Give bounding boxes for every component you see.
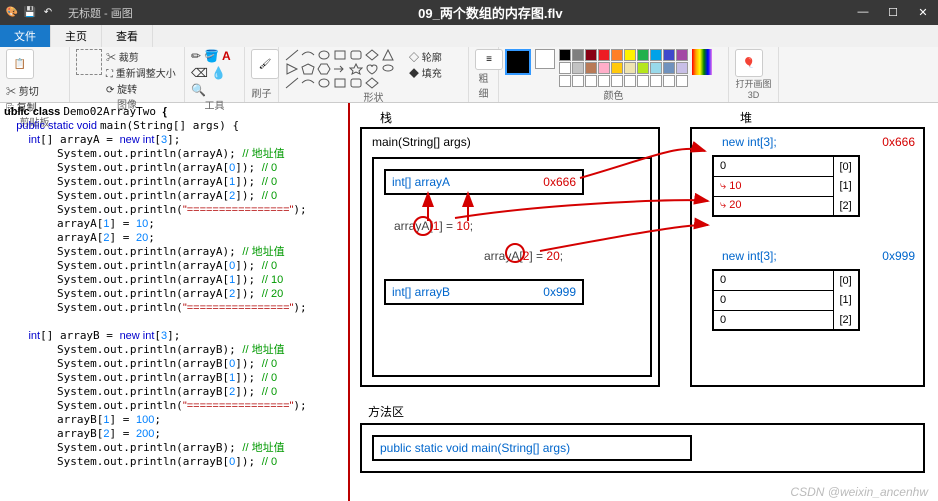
fill-tool-icon[interactable]: 🪣: [204, 49, 219, 63]
tab-file[interactable]: 文件: [0, 25, 51, 47]
zoom-tool-icon[interactable]: 🔍: [191, 83, 206, 97]
arrayA-slot: int[] arrayA 0x666: [384, 169, 584, 195]
arrayB-mem: 0[0] 0[1] 0[2]: [712, 269, 860, 331]
ribbon-tabs: 文件 主页 查看: [0, 25, 938, 47]
eraser-tool-icon[interactable]: ⌫: [191, 66, 208, 80]
pencil-tool-icon[interactable]: ✏: [191, 49, 201, 63]
brush-button[interactable]: 🖌: [251, 49, 279, 79]
color-palette[interactable]: [559, 49, 688, 87]
group-colors: 颜色: [505, 87, 722, 102]
cut-button[interactable]: ✂ 剪切: [6, 83, 39, 98]
fill-button[interactable]: ◆ 填充: [409, 65, 442, 80]
tab-view[interactable]: 查看: [102, 25, 153, 47]
tab-home[interactable]: 主页: [51, 25, 102, 47]
save-icon[interactable]: 💾: [22, 5, 38, 21]
code-editor: ublic class Demo02ArrayTwo { public stat…: [0, 103, 350, 501]
undo-icon[interactable]: ↶: [40, 5, 56, 21]
arrayA-mem: 0[0] ⤷ 10[1] ⤷ 20[2]: [712, 155, 860, 217]
edit-colors-button[interactable]: [692, 49, 712, 75]
close-button[interactable]: ✕: [908, 6, 938, 19]
assign1-text: arrayA[1] = 10;: [394, 219, 473, 233]
video-title: 09_两个数组的内存图.flv: [133, 3, 848, 22]
rotate-button[interactable]: ⟳ 旋转: [106, 81, 176, 96]
select-button[interactable]: [76, 49, 102, 75]
picker-tool-icon[interactable]: 💧: [211, 66, 226, 80]
paint3d-button[interactable]: 🎈: [735, 49, 763, 77]
crop-button[interactable]: ✂ 裁剪: [106, 49, 176, 64]
color1-button[interactable]: [505, 49, 531, 75]
paste-button[interactable]: 📋: [6, 49, 34, 79]
minimize-button[interactable]: —: [848, 6, 878, 19]
heap-label: 堆: [740, 109, 752, 126]
arrayB-slot: int[] arrayB 0x999: [384, 279, 584, 305]
method-sig: public static void main(String[] args): [372, 435, 692, 461]
assign2-text: arrayA[2] = 20;: [484, 249, 563, 263]
method-label: 方法区: [368, 403, 404, 420]
group-shapes: 形状: [285, 89, 462, 104]
stack-box: main(String[] args) int[] arrayA 0x666 a…: [360, 127, 660, 387]
shapes-gallery[interactable]: [285, 49, 405, 89]
diagram-canvas: 栈 main(String[] args) int[] arrayA 0x666…: [350, 103, 938, 501]
maximize-button[interactable]: ☐: [878, 6, 908, 19]
outline-button[interactable]: ◇ 轮廓: [409, 49, 442, 64]
title-bar: 🎨 💾 ↶ 无标题 - 画图 09_两个数组的内存图.flv — ☐ ✕: [0, 0, 938, 25]
method-box: public static void main(String[] args): [360, 423, 925, 473]
ribbon: 📋 ✂ 剪切 ⎘ 复制 剪贴板 ✂ 裁剪 ⛶ 重新调整大小 ⟳ 旋转 图像 ✏ …: [0, 47, 938, 103]
heap-box: new int[3]; 0x666 0[0] ⤷ 10[1] ⤷ 20[2] n…: [690, 127, 925, 387]
stack-frame: int[] arrayA 0x666 arrayA[1] = 10; array…: [372, 157, 652, 377]
stack-label: 栈: [380, 109, 392, 126]
text-tool-icon[interactable]: A: [222, 49, 231, 63]
doc-title: 无标题 - 画图: [68, 5, 133, 21]
color2-button[interactable]: [535, 49, 555, 69]
resize-button[interactable]: ⛶ 重新调整大小: [106, 65, 176, 80]
paint-app-icon: 🎨: [4, 5, 20, 21]
watermark: CSDN @weixin_ancenhw: [790, 485, 928, 499]
